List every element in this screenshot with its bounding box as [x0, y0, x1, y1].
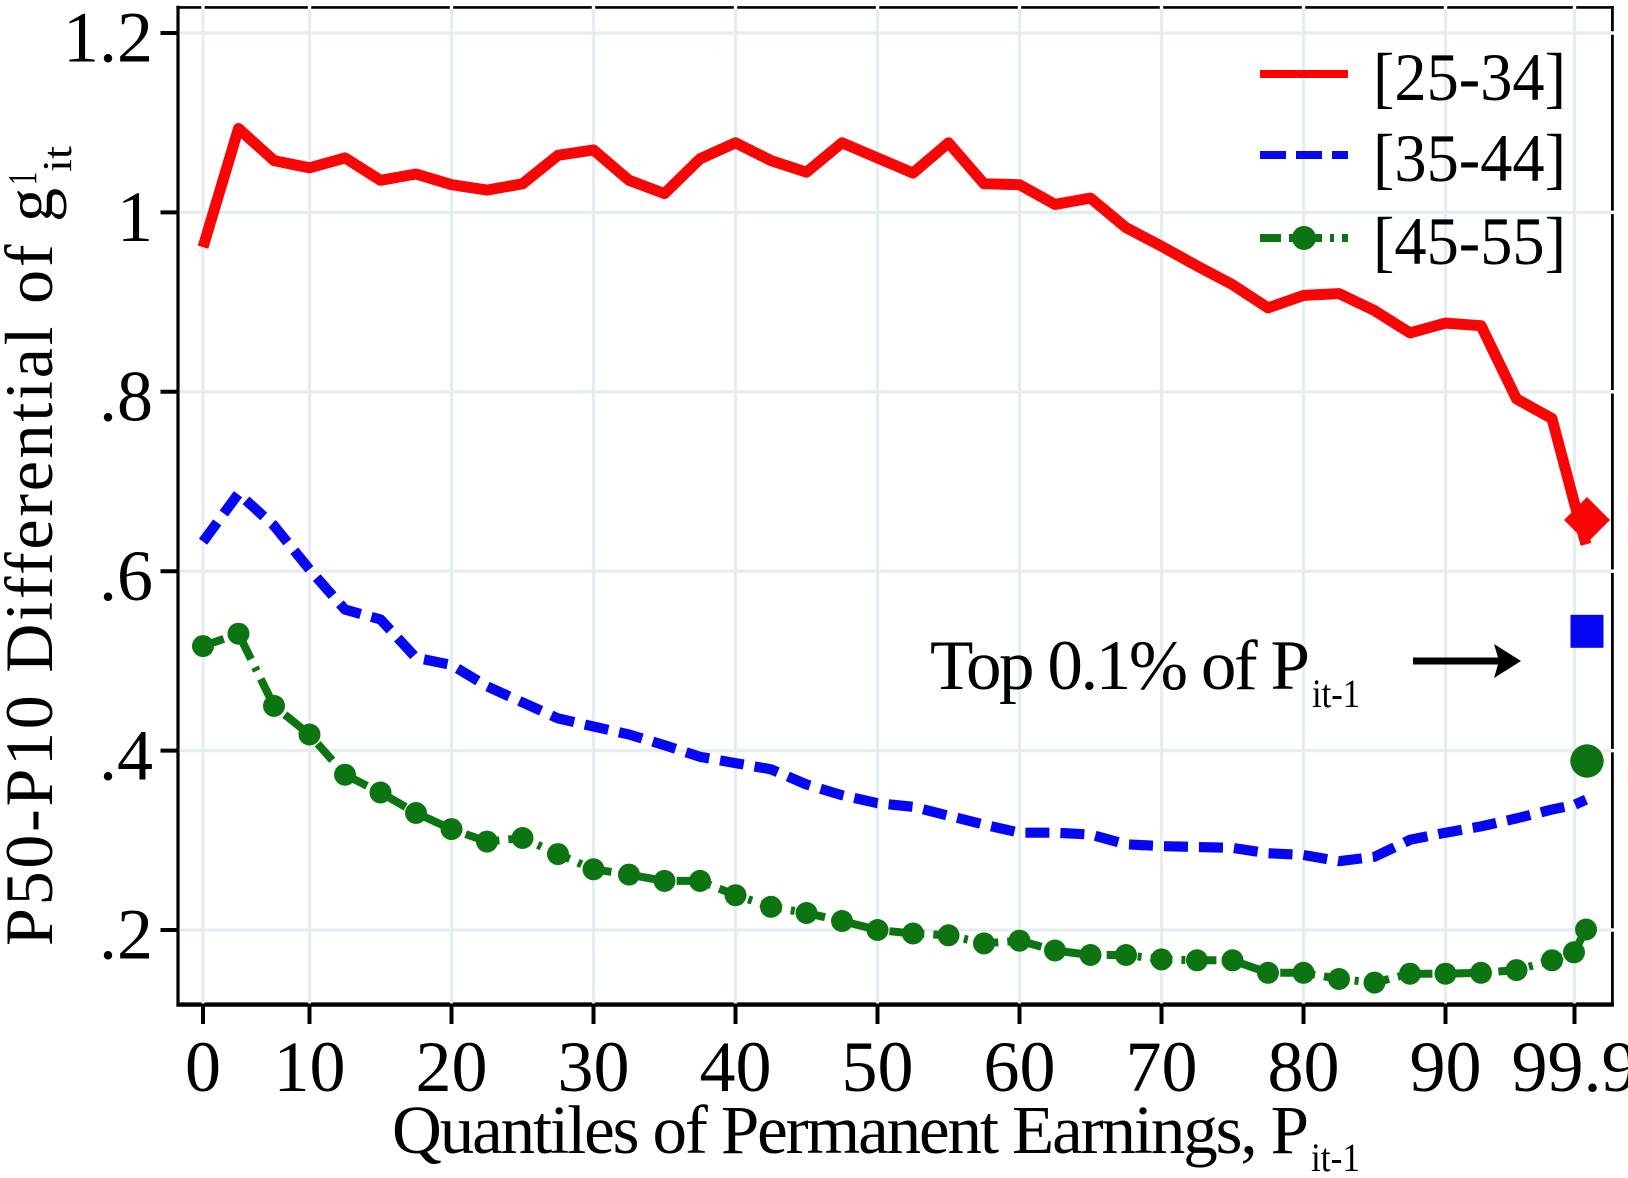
svg-text:99.9: 99.9 — [1512, 1027, 1628, 1107]
svg-text:0: 0 — [185, 1027, 221, 1107]
svg-text:Top 0.1% of P: Top 0.1% of P — [930, 627, 1310, 705]
svg-text:80: 80 — [1268, 1027, 1340, 1107]
svg-text:it-1: it-1 — [1311, 1135, 1360, 1178]
svg-text:60: 60 — [984, 1027, 1056, 1107]
svg-text:70: 70 — [1126, 1027, 1198, 1107]
svg-text:[35-44]: [35-44] — [1373, 120, 1566, 196]
svg-text:.2: .2 — [99, 895, 153, 975]
svg-text:30: 30 — [558, 1027, 630, 1107]
svg-text:P50-P10 Differential of g: P50-P10 Differential of g — [0, 188, 67, 946]
svg-text:1: 1 — [0, 172, 45, 185]
svg-text:[25-34]: [25-34] — [1373, 39, 1566, 115]
svg-text:90: 90 — [1410, 1027, 1482, 1107]
svg-text:50: 50 — [842, 1027, 914, 1107]
svg-text:10: 10 — [274, 1027, 346, 1107]
svg-text:it-1: it-1 — [1312, 671, 1360, 716]
svg-text:1.2: 1.2 — [63, 0, 153, 78]
svg-text:Quantiles of Permanent Earning: Quantiles of Permanent Earnings, P — [392, 1092, 1309, 1168]
svg-text:.4: .4 — [99, 715, 153, 795]
svg-text:[45-55]: [45-55] — [1373, 203, 1566, 279]
svg-text:it: it — [34, 145, 80, 172]
svg-text:1: 1 — [117, 177, 153, 257]
svg-text:40: 40 — [700, 1027, 772, 1107]
svg-text:.6: .6 — [99, 536, 153, 616]
svg-text:20: 20 — [416, 1027, 488, 1107]
svg-text:.8: .8 — [99, 357, 153, 437]
